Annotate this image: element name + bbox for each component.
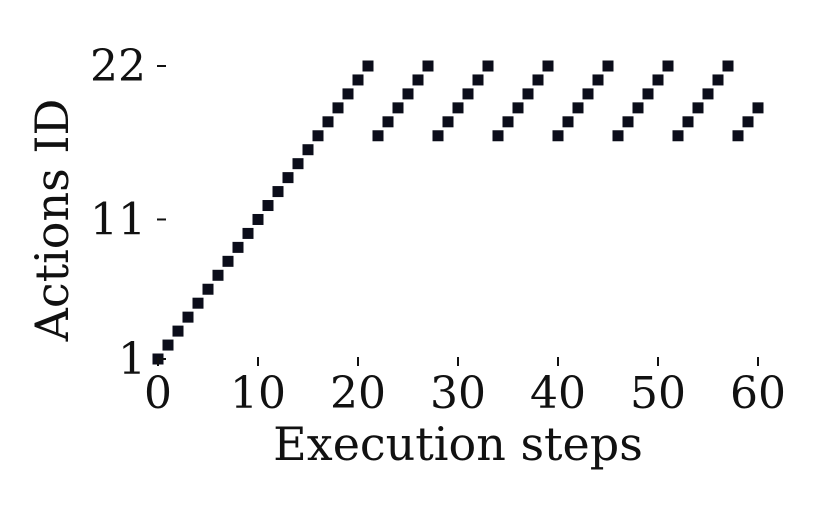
- data-point: [732, 130, 744, 142]
- data-point: [492, 130, 504, 142]
- data-point: [162, 339, 174, 351]
- data-point: [712, 74, 724, 86]
- data-point: [302, 144, 314, 156]
- data-point: [592, 74, 604, 86]
- data-point: [552, 130, 564, 142]
- data-point: [472, 74, 484, 86]
- data-point: [412, 74, 424, 86]
- y-axis-title: Actions ID: [25, 99, 79, 343]
- data-point: [532, 74, 544, 86]
- data-point: [562, 116, 574, 128]
- y-tick-label: 11: [90, 194, 146, 245]
- data-point: [192, 297, 204, 309]
- data-point: [632, 102, 644, 114]
- data-point: [452, 102, 464, 114]
- data-point: [382, 116, 394, 128]
- data-point: [722, 60, 734, 72]
- data-point: [512, 102, 524, 114]
- x-tick-label: 50: [630, 368, 686, 419]
- y-tick-label: 1: [118, 334, 146, 385]
- x-tick-label: 20: [330, 368, 386, 419]
- data-point: [322, 116, 334, 128]
- data-point: [222, 255, 234, 267]
- data-point: [682, 116, 694, 128]
- data-point: [422, 60, 434, 72]
- data-point: [362, 60, 374, 72]
- data-point: [542, 60, 554, 72]
- data-point: [612, 130, 624, 142]
- data-point: [572, 102, 584, 114]
- data-point: [672, 130, 684, 142]
- data-point: [232, 241, 244, 253]
- data-point: [252, 213, 264, 225]
- data-point: [312, 130, 324, 142]
- data-point: [502, 116, 514, 128]
- data-point: [432, 130, 444, 142]
- data-point: [652, 74, 664, 86]
- data-point: [662, 60, 674, 72]
- data-point: [282, 172, 294, 184]
- data-point: [332, 102, 344, 114]
- data-point: [392, 102, 404, 114]
- data-point: [292, 158, 304, 170]
- data-point: [212, 269, 224, 281]
- data-point: [752, 102, 764, 114]
- data-point: [482, 60, 494, 72]
- y-tick-label: 22: [90, 41, 146, 92]
- x-axis-title: Execution steps: [273, 417, 643, 471]
- data-point: [742, 116, 754, 128]
- x-axis: 0 10 20 30 40 50 60: [144, 357, 786, 419]
- data-point: [202, 283, 214, 295]
- data-point: [462, 88, 474, 100]
- data-point: [242, 227, 254, 239]
- data-point: [642, 88, 654, 100]
- data-point: [692, 102, 704, 114]
- data-point: [602, 60, 614, 72]
- data-point: [622, 116, 634, 128]
- data-point: [402, 88, 414, 100]
- data-point: [702, 88, 714, 100]
- data-point: [442, 116, 454, 128]
- data-point: [182, 311, 194, 323]
- data-point: [522, 88, 534, 100]
- x-tick-label: 10: [230, 368, 286, 419]
- x-tick-label: 30: [430, 368, 486, 419]
- data-point: [342, 88, 354, 100]
- x-tick-label: 60: [730, 368, 786, 419]
- x-tick-label: 40: [530, 368, 586, 419]
- scatter-marks: [152, 60, 764, 365]
- data-point: [262, 200, 274, 212]
- data-point: [352, 74, 364, 86]
- data-point: [272, 186, 284, 198]
- data-point: [372, 130, 384, 142]
- data-point: [582, 88, 594, 100]
- data-point: [172, 325, 184, 337]
- x-tick-label: 0: [144, 368, 172, 419]
